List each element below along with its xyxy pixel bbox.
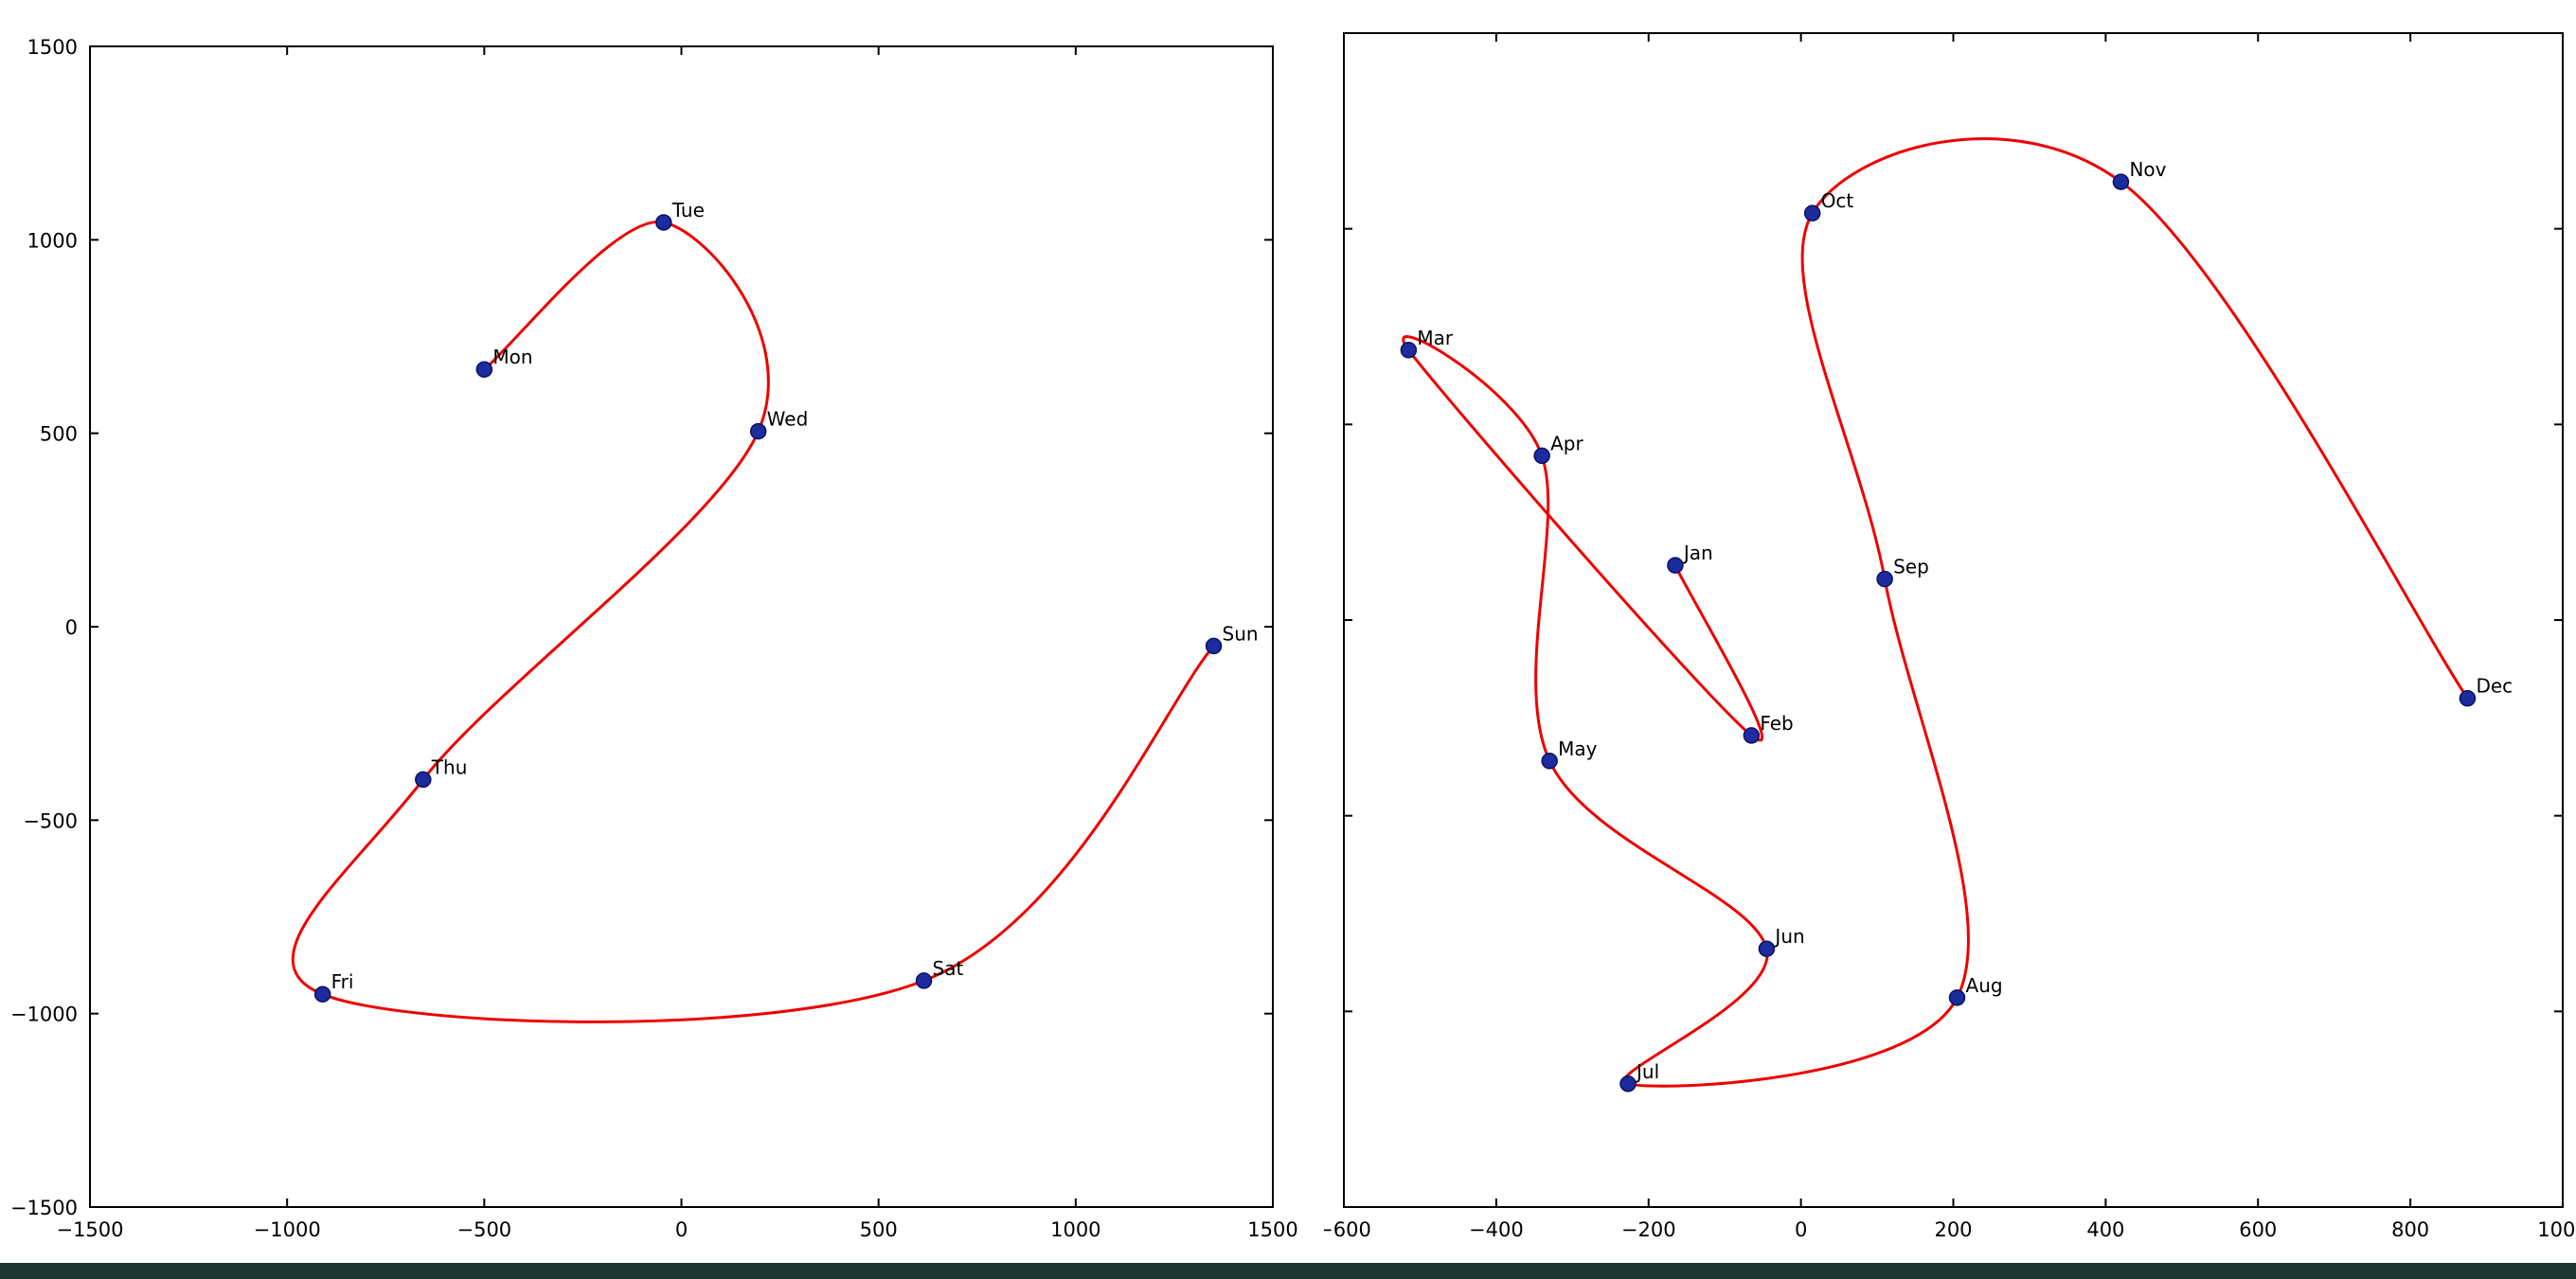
data-point: [1619, 1075, 1637, 1092]
x-tick-label: 0: [675, 1218, 688, 1241]
data-point: [749, 422, 767, 440]
point-labels: Jan Feb Mar Apr May Jun Jul Aug Sep Oct Nov Dec: [1417, 158, 2513, 1083]
x-tick-label: −200: [1621, 1218, 1676, 1241]
data-point: [1667, 557, 1684, 574]
data-point: [2459, 689, 2477, 707]
data-point: [1948, 989, 1966, 1006]
x-tick-label: −1500: [56, 1218, 123, 1241]
y-tick-label: −1500: [10, 1197, 78, 1219]
data-point: [1876, 570, 1893, 588]
x-tick-label: 200: [1934, 1218, 1972, 1241]
x-tick-label: −1000: [254, 1218, 321, 1241]
x-tick-label: 500: [860, 1218, 898, 1241]
y-tick-label: 1500: [27, 36, 78, 59]
data-point: [1541, 753, 1558, 770]
point-label: Fri: [331, 970, 354, 993]
x-tick-label: 800: [2391, 1218, 2429, 1241]
data-points: [313, 214, 1223, 1003]
point-label: Jun: [1773, 925, 1804, 948]
weekday-chart: −1500 −1000 −500 0 500 1000 1500 −1500 −1000 −500…: [10, 36, 1298, 1241]
data-points: [1400, 173, 2477, 1092]
data-point: [2112, 173, 2130, 190]
y-tick-label: −500: [23, 809, 78, 832]
spline-curve: [1402, 137, 2469, 1088]
data-point: [415, 771, 432, 789]
taskbar: [0, 1263, 2576, 1279]
point-label: Sat: [933, 957, 964, 980]
data-point: [313, 986, 331, 1003]
point-label: Oct: [1821, 189, 1854, 212]
axis-box: [1343, 32, 2564, 1208]
data-point: [1803, 204, 1821, 222]
x-tick-label: 0: [1795, 1218, 1807, 1241]
point-labels: Mon Tue Wed Thu Fri Sat Sun: [331, 199, 1259, 993]
point-label: Aug: [1966, 974, 2003, 997]
y-tick-label: 0: [65, 616, 78, 639]
month-figure-window: −600 −400 −200 0 200 400 600 800 1000 Jan Feb Mar Ap…: [1324, 0, 2576, 1263]
data-point: [915, 972, 933, 989]
y-tick-label: 1000: [27, 229, 78, 252]
point-label: Jul: [1635, 1060, 1659, 1083]
spline-curve: [291, 220, 1215, 1023]
data-point: [655, 214, 672, 231]
x-tick-label: −500: [456, 1218, 511, 1241]
weekday-figure-window: −1500 −1000 −500 0 500 1000 1500 −1500 −1000 −500…: [9, 36, 1298, 1241]
x-tick-label: 1500: [1247, 1218, 1297, 1241]
axis-ticks: [1343, 32, 2564, 1208]
point-label: Mon: [492, 346, 532, 368]
x-tick-label: −400: [1469, 1218, 1524, 1241]
point-label: Jan: [1682, 542, 1713, 564]
tick-labels: −600 −400 −200 0 200 400 600 800 1000: [1324, 1218, 2576, 1241]
point-label: Mar: [1417, 327, 1454, 349]
point-label: Tue: [671, 199, 705, 222]
x-tick-label: 400: [2086, 1218, 2124, 1241]
data-point: [1533, 447, 1550, 465]
x-tick-label: 600: [2239, 1218, 2277, 1241]
data-point: [1205, 637, 1223, 655]
data-point: [475, 361, 493, 378]
point-label: Dec: [2476, 675, 2513, 698]
x-tick-label: −600: [1324, 1218, 1371, 1241]
data-point: [1400, 342, 1418, 359]
point-label: Nov: [2129, 158, 2166, 181]
axis-ticks: [89, 45, 1274, 1208]
month-chart: −600 −400 −200 0 200 400 600 800 1000 Jan Feb Mar Ap…: [1324, 32, 2576, 1241]
x-tick-label: 1000: [1050, 1218, 1100, 1241]
point-label: May: [1558, 737, 1598, 760]
tick-labels: −1500 −1000 −500 0 500 1000 1500 −1500 −1000 −500…: [10, 36, 1298, 1241]
point-label: Feb: [1760, 712, 1793, 735]
y-tick-label: −1000: [10, 1004, 78, 1026]
point-label: Thu: [431, 755, 468, 778]
data-point: [1743, 727, 1761, 744]
x-tick-label: 1000: [2537, 1218, 2576, 1241]
data-point: [1758, 940, 1776, 957]
point-label: Apr: [1550, 432, 1583, 454]
y-tick-label: 500: [40, 423, 78, 446]
point-label: Sep: [1893, 556, 1929, 578]
point-label: Wed: [767, 408, 809, 431]
point-label: Sun: [1223, 622, 1259, 645]
